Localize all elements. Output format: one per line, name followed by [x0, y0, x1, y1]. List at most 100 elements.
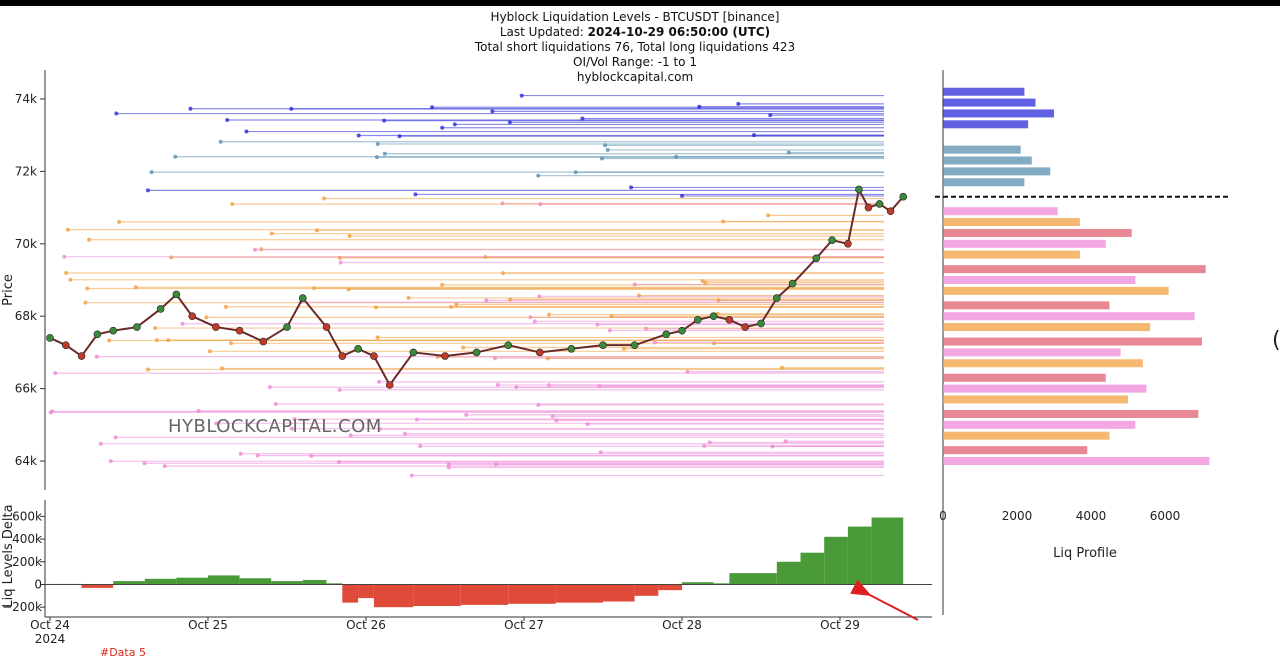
liq-level-dot [312, 286, 317, 291]
liq-level-dot [397, 134, 402, 139]
liq-level-dot [736, 101, 741, 106]
price-point [133, 323, 141, 331]
date-tick-label: Oct 24 [30, 618, 70, 632]
profile-bar [943, 301, 1110, 310]
liq-level-dot [214, 421, 219, 426]
liq-level-dot [145, 188, 150, 193]
profile-bar [943, 276, 1136, 284]
delta-bar [682, 582, 714, 585]
liq-level-dot [703, 280, 708, 285]
profile-bar [943, 384, 1147, 393]
price-point [844, 239, 852, 248]
profile-bar [943, 420, 1136, 429]
price-point [62, 341, 70, 349]
liq-level-dot [114, 111, 119, 116]
liq-level-dot [406, 295, 411, 300]
liq-level-dot [269, 231, 274, 236]
profile-tick-label: 6000 [1150, 509, 1181, 523]
delta-bar [658, 584, 682, 591]
chart-header: Hyblock Liquidation Levels - BTCUSDT [bi… [380, 10, 890, 85]
liq-level-dot [495, 382, 500, 387]
liq-level-dot [85, 286, 90, 291]
price-point [886, 207, 895, 216]
liq-level-dot [490, 109, 495, 114]
liq-level-dot [169, 255, 174, 260]
liq-level-dot [188, 106, 193, 111]
delta-bar [239, 578, 272, 585]
liq-level-dot [409, 473, 414, 478]
liq-level-dot [500, 201, 505, 206]
delta-bar [824, 536, 848, 585]
liq-level-dot [697, 104, 702, 109]
delta-bar [373, 584, 414, 608]
price-point [235, 326, 244, 335]
liq-level-dot [238, 451, 243, 456]
date-x-ticks: Oct 24 Oct 25 Oct 26 Oct 27 Oct 28 Oct 29 [30, 617, 860, 632]
liq-level-dot [149, 170, 154, 175]
delta-tick-label: 600k [12, 509, 42, 523]
liq-level-dot [314, 228, 319, 233]
liq-level-dot [536, 173, 541, 178]
liq-level-dot [413, 192, 418, 197]
price-point [298, 294, 307, 302]
liq-level-dot [225, 118, 230, 123]
top-edge-bar [0, 0, 1280, 6]
liq-level-dot [536, 402, 541, 407]
price-y-ticks: 64k 66k 68k 70k 72k 74k [15, 92, 45, 468]
profile-bar [943, 337, 1202, 346]
price-point [385, 381, 394, 389]
delta-y-ticks: −200k 0 200k 400k 600k [2, 509, 45, 614]
delta-area [50, 517, 904, 608]
liq-level-dot [289, 426, 294, 431]
liq-level-dot [519, 93, 524, 98]
liq-level-dot [580, 116, 585, 121]
liq-level-dot [786, 150, 791, 155]
liq-level-dot [507, 120, 512, 125]
date-tick-label: Oct 26 [346, 618, 386, 632]
liq-level-dot [501, 271, 506, 276]
price-point [535, 348, 544, 357]
delta-bar [508, 584, 556, 604]
liq-level-dot [180, 321, 185, 326]
liq-level-dot [267, 385, 272, 390]
liq-level-dot [418, 444, 423, 449]
price-point [662, 330, 671, 339]
price-point [156, 305, 165, 313]
profile-tick-label: 0 [939, 509, 947, 523]
liq-level-dot [173, 154, 178, 159]
price-point [77, 352, 86, 360]
liq-level-dot [707, 440, 712, 445]
liq-level-dot [68, 277, 73, 282]
profile-bar [943, 250, 1080, 259]
profile-bar [943, 87, 1025, 96]
liq-level-dot [652, 340, 657, 345]
liq-level-dot [484, 298, 489, 303]
liq-level-dot [347, 234, 352, 239]
liq-level-dot [377, 379, 382, 384]
date-tick-label: Oct 29 [820, 618, 860, 632]
profile-bar [943, 446, 1088, 455]
liq-level-dot [289, 106, 294, 111]
chart-title: Hyblock Liquidation Levels - BTCUSDT [bi… [490, 10, 780, 24]
liq-level-dot [770, 444, 775, 449]
liq-level-dot [65, 227, 70, 232]
price-point [875, 200, 884, 208]
delta-bar [342, 584, 359, 603]
liq-level-dot [546, 312, 551, 317]
liq-level-dot [545, 356, 550, 361]
liq-level-dot [607, 328, 612, 333]
price-point [864, 203, 873, 212]
liq-level-dot [464, 412, 469, 417]
delta-tick-label: 0 [34, 577, 42, 591]
liq-level-dot [348, 433, 353, 438]
last-updated-label: Last Updated: [499, 25, 584, 39]
liq-level-dot [253, 247, 258, 252]
price-point [109, 326, 117, 335]
footnote: #Data 5 [100, 646, 146, 659]
liq-level-dot [273, 402, 278, 407]
price-point [212, 323, 220, 331]
delta-bar [144, 578, 177, 585]
liq-level-dot [162, 464, 167, 469]
liq-level-dot [218, 139, 223, 144]
liq-level-dot [98, 441, 103, 446]
